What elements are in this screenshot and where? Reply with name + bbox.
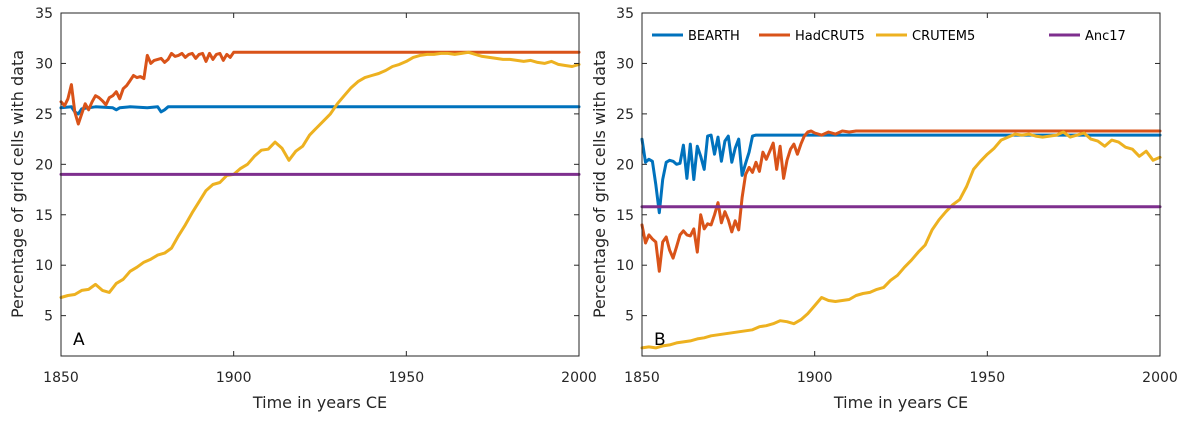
panel-a-y-tick-label: 35 [35, 6, 53, 22]
panel-b-x-ticks: 1850 1900 1950 2000 [624, 13, 1178, 386]
panel-b-y-ticks: 5 10 15 20 25 30 35 [616, 6, 1160, 325]
panel-a-x-ticks: 1850 1900 1950 2000 [43, 13, 597, 386]
panel-b-y-tick-label: 10 [616, 258, 634, 274]
panel-b-letter: B [654, 330, 666, 350]
panel-b-y-tick-label: 5 [625, 309, 634, 325]
panel-b-series-line-hadcrut5 [640, 129, 1162, 273]
panel-b-y-tick-label: 30 [616, 56, 634, 72]
panel-b-y-axis-label: Percentage of grid cells with data [590, 50, 609, 318]
panel-a-plot-lines [59, 50, 581, 299]
legend-label-hadcrut5: HadCRUT5 [795, 29, 865, 44]
panel-a-series-line-0 [59, 105, 581, 116]
panel-b-y-tick-label: 25 [616, 107, 634, 123]
panel-b-x-tick-label: 1900 [797, 370, 833, 386]
panel-a-axes-frame [60, 12, 580, 357]
panel-b-y-tick-label: 15 [616, 208, 634, 224]
panel-a-y-tick-label: 15 [35, 208, 53, 224]
panel-b-x-tick-label: 1850 [624, 370, 660, 386]
panel-b-x-axis-label: Time in years CE [833, 393, 968, 412]
panel-a-x-tick-label: 2000 [561, 370, 597, 386]
panel-b-axes-frame [641, 12, 1161, 357]
panel-b-x-tick-label: 2000 [1142, 370, 1178, 386]
panel-a-y-tick-label: 30 [35, 56, 53, 72]
panel-a-series-line-1 [59, 50, 581, 126]
panel-a-y-tick-label: 5 [44, 309, 53, 325]
legend-label-bearth: BEARTH [688, 29, 740, 44]
panel-a-y-tick-label: 25 [35, 107, 53, 123]
legend-label-anc17: Anc17 [1085, 29, 1126, 44]
panel-a-x-axis-label: Time in years CE [252, 393, 387, 412]
panel-b-series-line-bearth [640, 133, 1162, 215]
panel-b-x-tick-label: 1950 [970, 370, 1006, 386]
panel-a-y-axis-label: Percentage of grid cells with data [8, 50, 27, 318]
panel-a-y-ticks: 5 10 15 20 25 30 35 [35, 6, 579, 325]
panel-a-letter: A [73, 330, 85, 350]
panel-a-y-tick-label: 20 [35, 157, 53, 173]
panel-a-x-tick-label: 1900 [216, 370, 252, 386]
panel-a-x-tick-label: 1850 [43, 370, 79, 386]
panel-a-series-line-2 [59, 50, 581, 299]
panel-a: 1850 1900 1950 2000 5 10 15 20 25 30 35 Time in y… [8, 6, 597, 412]
panel-b: 1850 1900 1950 2000 5 10 15 20 25 30 35 Time in y… [590, 6, 1178, 412]
panel-a-x-tick-label: 1950 [389, 370, 425, 386]
panel-a-y-tick-label: 10 [35, 258, 53, 274]
legend-label-crutem5: CRUTEM5 [912, 29, 975, 44]
legend: BEARTH HadCRUT5 CRUTEM5 Anc17 [652, 29, 1126, 44]
panel-b-series-line-crutem5 [640, 130, 1162, 350]
panel-b-plot-lines [640, 129, 1162, 350]
panel-b-y-tick-label: 35 [616, 6, 634, 22]
panel-b-y-tick-label: 20 [616, 157, 634, 173]
